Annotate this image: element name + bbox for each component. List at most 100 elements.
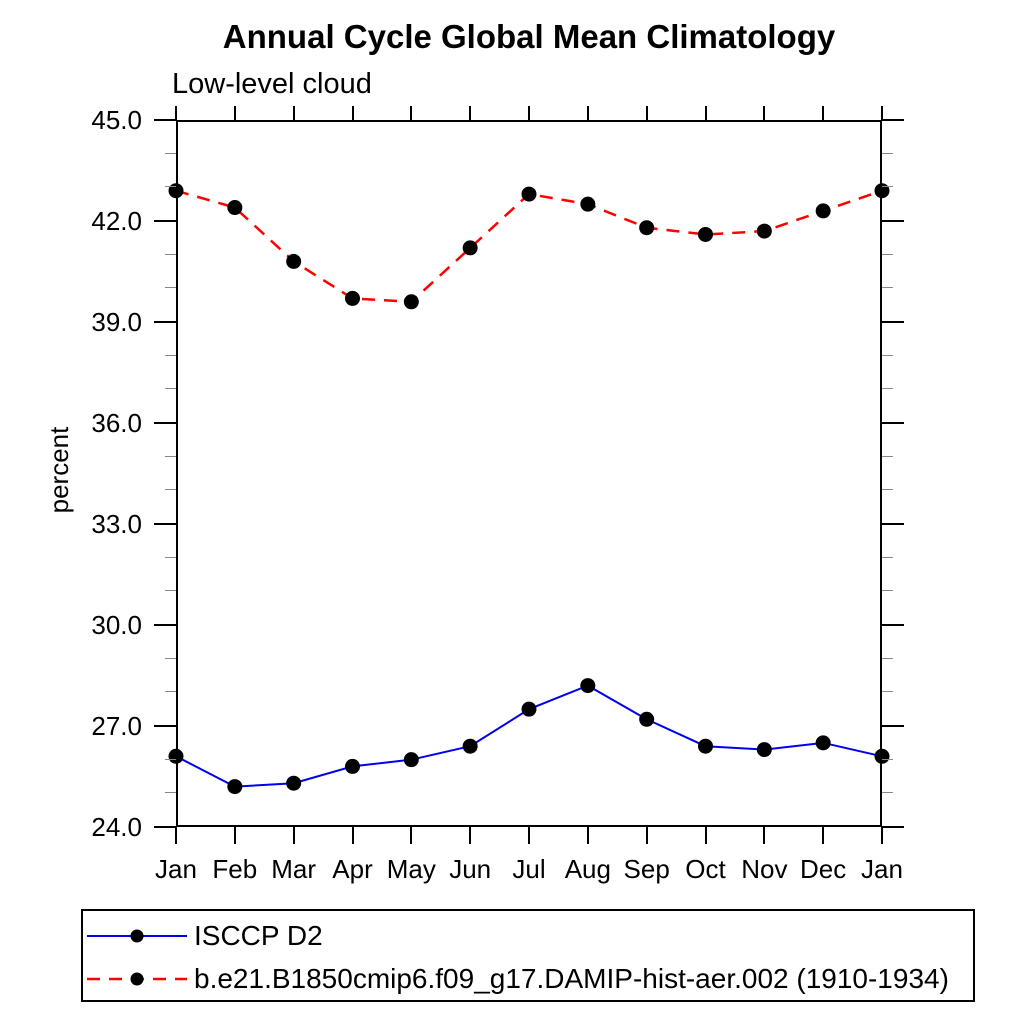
data-point-marker xyxy=(756,742,772,758)
y-tick-major-right xyxy=(882,321,904,323)
x-tick-top xyxy=(233,106,236,120)
y-tick-minor-left xyxy=(165,388,176,390)
data-point-marker xyxy=(580,678,596,694)
x-tick-label: May xyxy=(386,854,436,884)
legend-row: ISCCP D2 xyxy=(87,920,323,951)
data-point-marker xyxy=(756,223,772,239)
data-point-marker xyxy=(521,186,537,202)
data-point-marker xyxy=(698,738,713,754)
y-tick-minor-left xyxy=(165,657,176,659)
y-tick-minor-left xyxy=(165,489,176,491)
plot-area xyxy=(176,120,882,827)
data-point-marker xyxy=(698,226,713,242)
y-tick-minor-left xyxy=(165,354,176,356)
x-tick-bottom xyxy=(410,827,413,844)
y-tick-minor-right xyxy=(882,354,893,356)
y-tick-minor-left xyxy=(165,152,176,154)
y-tick-minor-right xyxy=(882,489,893,491)
y-tick-minor-left xyxy=(165,455,176,457)
y-tick-minor-right xyxy=(882,792,893,794)
x-tick-label: Jul xyxy=(512,854,546,884)
x-tick-bottom xyxy=(528,827,530,844)
y-tick-major-right xyxy=(882,725,904,727)
data-point-marker xyxy=(462,738,478,754)
legend-sample-line xyxy=(87,972,187,986)
x-tick-label: Mar xyxy=(271,854,317,884)
x-tick-top xyxy=(704,106,707,120)
data-point-marker xyxy=(286,775,302,791)
chart-subtitle: Low-level cloud xyxy=(172,68,372,100)
x-tick-label: Apr xyxy=(332,854,373,884)
y-tick-major-left xyxy=(154,422,176,424)
x-tick-label: Oct xyxy=(685,854,726,884)
x-tick-label: Aug xyxy=(564,854,611,884)
x-tick-top xyxy=(881,106,883,120)
y-tick-minor-right xyxy=(882,758,893,760)
y-tick-major-left xyxy=(154,624,176,626)
y-tick-major-right xyxy=(882,119,904,121)
x-tick-label: Dec xyxy=(800,854,847,884)
data-point-marker xyxy=(227,779,243,795)
y-tick-major-right xyxy=(882,624,904,626)
y-tick-major-left xyxy=(154,826,176,828)
y-tick-label: 42.0 xyxy=(91,206,142,236)
x-tick-bottom xyxy=(233,827,236,844)
x-tick-top xyxy=(292,106,295,120)
x-tick-top xyxy=(822,106,825,120)
x-tick-label: Jan xyxy=(155,854,197,884)
y-tick-minor-left xyxy=(165,287,176,289)
chart-title: Annual Cycle Global Mean Climatology xyxy=(222,18,836,55)
y-tick-major-left xyxy=(154,321,176,323)
y-tick-minor-right xyxy=(882,556,893,558)
x-tick-bottom xyxy=(704,827,707,844)
x-tick-label: Sep xyxy=(623,854,670,884)
series-line xyxy=(175,189,883,304)
legend-label: ISCCP D2 xyxy=(194,920,323,951)
y-tick-minor-left xyxy=(165,186,176,188)
x-tick-top xyxy=(351,106,354,120)
x-tick-label: Feb xyxy=(212,854,258,884)
legend-sample-line xyxy=(87,929,187,943)
x-tick-bottom xyxy=(175,827,177,844)
x-tick-top xyxy=(410,106,413,120)
x-tick-bottom xyxy=(763,827,766,844)
y-tick-minor-left xyxy=(165,556,176,558)
y-tick-label: 45.0 xyxy=(91,105,142,135)
y-tick-major-right xyxy=(882,220,904,222)
data-point-marker xyxy=(227,200,243,216)
x-tick-bottom xyxy=(881,827,883,844)
x-tick-bottom xyxy=(292,827,295,844)
legend: ISCCP D2 b.e21.B1850cmip6.f09_g17.DAMIP-h… xyxy=(81,909,975,1002)
legend-row: b.e21.B1850cmip6.f09_g17.DAMIP-hist-aer.… xyxy=(87,963,949,994)
y-tick-minor-right xyxy=(882,388,893,390)
x-tick-top xyxy=(175,106,177,120)
data-point-marker xyxy=(815,203,831,219)
y-tick-label: 36.0 xyxy=(91,408,142,438)
data-point-marker xyxy=(403,294,419,310)
data-point-marker xyxy=(521,701,537,717)
legend-marker xyxy=(130,972,144,986)
y-tick-minor-right xyxy=(882,287,893,289)
x-tick-bottom xyxy=(351,827,354,844)
legend-label: b.e21.B1850cmip6.f09_g17.DAMIP-hist-aer.… xyxy=(194,963,949,994)
data-point-marker xyxy=(345,290,360,306)
x-tick-label: Nov xyxy=(741,854,788,884)
x-tick-top xyxy=(469,106,472,120)
data-point-marker xyxy=(815,735,831,751)
x-tick-top xyxy=(586,106,589,120)
x-tick-bottom xyxy=(645,827,648,844)
y-tick-minor-left xyxy=(165,253,176,255)
data-point-marker xyxy=(874,748,890,764)
y-tick-label: 27.0 xyxy=(91,711,142,741)
y-tick-minor-right xyxy=(882,657,893,659)
x-tick-top xyxy=(528,106,530,120)
y-tick-label: 33.0 xyxy=(91,509,142,539)
y-tick-label: 24.0 xyxy=(91,812,142,842)
data-point-marker xyxy=(345,758,360,774)
y-tick-major-right xyxy=(882,422,904,424)
data-point-marker xyxy=(168,748,184,764)
x-tick-bottom xyxy=(469,827,472,844)
y-tick-minor-right xyxy=(882,590,893,592)
y-tick-minor-right xyxy=(882,691,893,693)
y-tick-minor-left xyxy=(165,792,176,794)
